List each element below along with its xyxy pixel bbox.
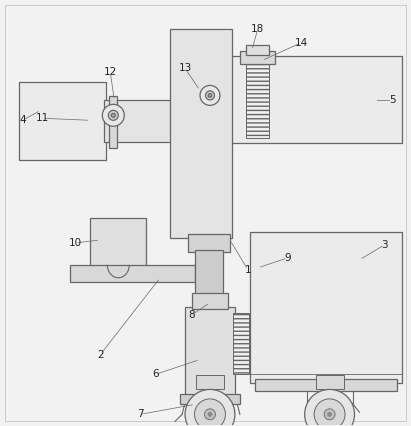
Bar	[104, 101, 172, 142]
Circle shape	[111, 113, 115, 117]
Bar	[240, 51, 275, 64]
Text: 10: 10	[69, 238, 82, 248]
Text: 18: 18	[251, 23, 264, 34]
Circle shape	[205, 409, 215, 420]
Circle shape	[328, 412, 332, 416]
Bar	[246, 45, 269, 55]
Bar	[18, 82, 106, 160]
Bar	[205, 55, 402, 143]
Circle shape	[194, 399, 225, 426]
Text: 6: 6	[152, 369, 159, 380]
Bar	[316, 375, 344, 389]
Bar	[185, 307, 235, 397]
Text: 11: 11	[36, 113, 49, 123]
Bar	[196, 375, 224, 389]
Circle shape	[208, 412, 212, 416]
Text: 2: 2	[97, 350, 104, 360]
Circle shape	[206, 91, 215, 100]
Circle shape	[208, 94, 212, 97]
Text: 8: 8	[189, 310, 195, 320]
Bar	[90, 218, 146, 268]
Circle shape	[185, 389, 235, 426]
Circle shape	[102, 104, 124, 126]
Circle shape	[200, 86, 220, 105]
Text: 7: 7	[137, 409, 143, 419]
Bar	[246, 60, 269, 138]
Text: 1: 1	[245, 265, 251, 275]
Bar	[188, 234, 230, 252]
Bar	[233, 313, 249, 374]
Circle shape	[314, 399, 345, 426]
Text: 5: 5	[389, 95, 396, 105]
Bar	[255, 380, 397, 391]
Bar	[195, 250, 223, 298]
Circle shape	[324, 409, 335, 420]
Circle shape	[109, 110, 118, 120]
Bar	[250, 232, 402, 383]
Bar	[192, 293, 228, 309]
Text: 4: 4	[19, 115, 26, 125]
Circle shape	[305, 389, 355, 426]
Bar	[70, 265, 195, 282]
Bar	[170, 29, 232, 238]
Text: 13: 13	[178, 63, 192, 73]
Text: 14: 14	[295, 37, 308, 48]
Bar	[109, 96, 117, 148]
Bar	[180, 394, 240, 404]
Text: 3: 3	[381, 240, 388, 250]
Text: 12: 12	[104, 67, 117, 78]
Text: 9: 9	[284, 253, 291, 263]
